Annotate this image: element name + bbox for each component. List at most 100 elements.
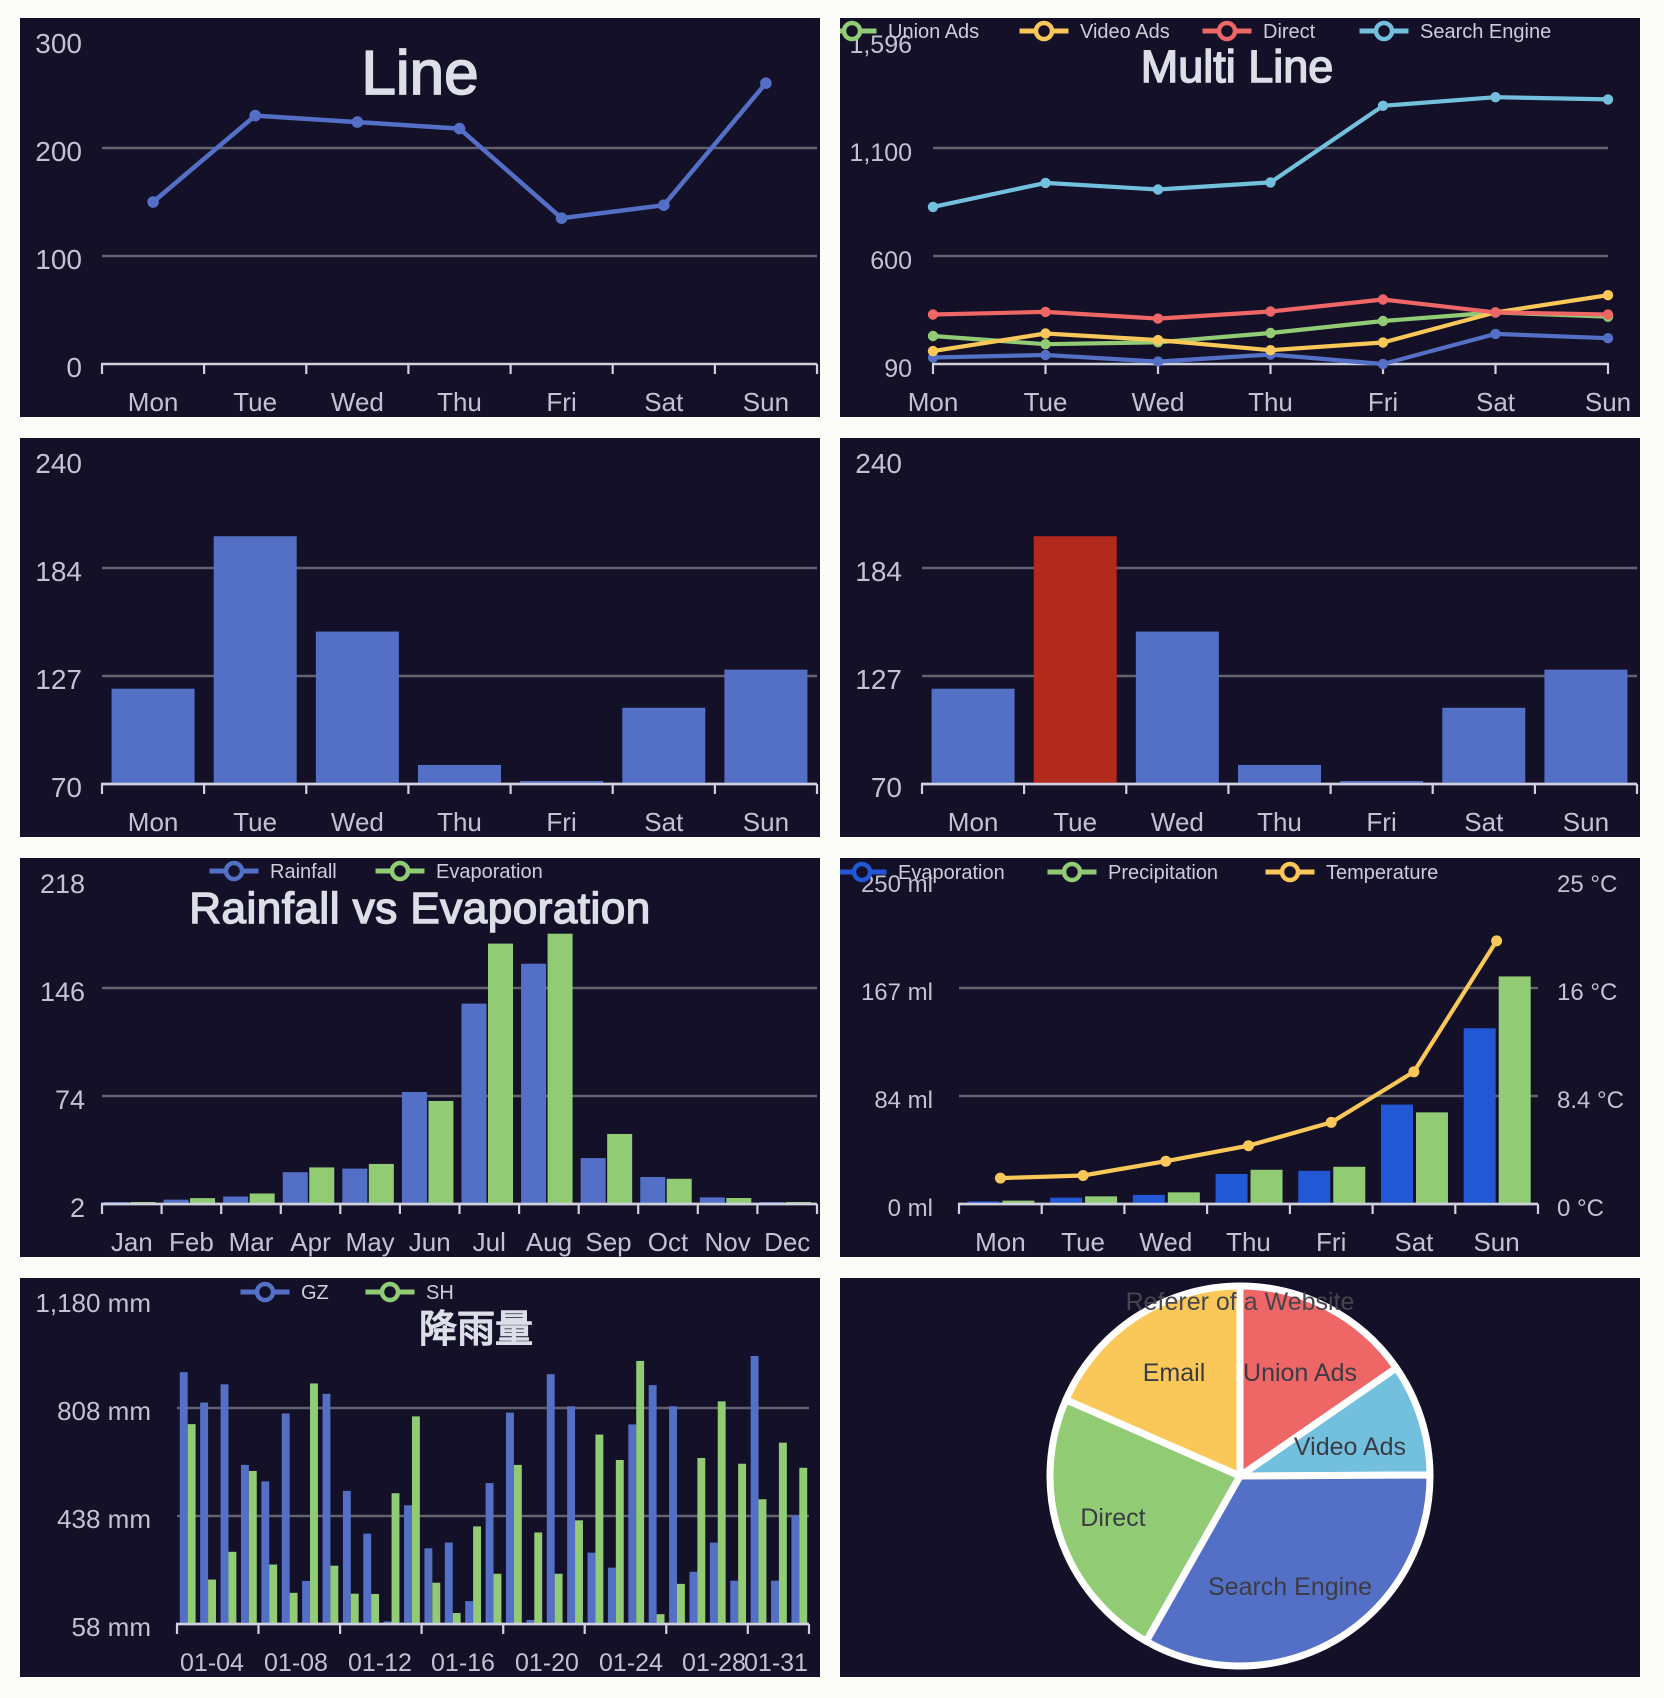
svg-text:70: 70	[871, 772, 902, 803]
svg-text:Mon: Mon	[975, 1227, 1026, 1257]
svg-text:Thu: Thu	[437, 807, 482, 837]
svg-text:Multi Line: Multi Line	[1141, 41, 1334, 92]
svg-text:25 °C: 25 °C	[1557, 871, 1617, 898]
svg-text:1,180 mm: 1,180 mm	[35, 1288, 151, 1318]
svg-text:Referer of a Website: Referer of a Website	[1126, 1288, 1355, 1316]
svg-text:Tue: Tue	[1024, 387, 1068, 417]
svg-text:Thu: Thu	[1226, 1227, 1271, 1257]
svg-text:2: 2	[70, 1193, 85, 1223]
svg-text:Jul: Jul	[473, 1227, 506, 1257]
svg-text:May: May	[346, 1227, 395, 1257]
svg-text:Thu: Thu	[1257, 807, 1302, 837]
svg-text:Sun: Sun	[1585, 387, 1631, 417]
svg-text:250 ml: 250 ml	[861, 871, 933, 898]
svg-text:58 mm: 58 mm	[72, 1612, 151, 1642]
svg-text:218: 218	[40, 869, 85, 899]
svg-text:167 ml: 167 ml	[861, 979, 933, 1006]
svg-text:Line: Line	[361, 39, 478, 108]
svg-text:Direct: Direct	[1263, 21, 1316, 43]
svg-text:Video Ads: Video Ads	[1294, 1433, 1406, 1461]
svg-text:Fri: Fri	[1368, 387, 1398, 417]
svg-text:Sun: Sun	[743, 387, 789, 417]
svg-text:100: 100	[35, 244, 82, 275]
svg-text:Fri: Fri	[546, 807, 576, 837]
svg-text:74: 74	[55, 1085, 85, 1115]
svg-text:降雨量: 降雨量	[419, 1309, 533, 1351]
svg-text:240: 240	[35, 448, 82, 479]
svg-text:01-24: 01-24	[599, 1649, 663, 1677]
svg-text:01-20: 01-20	[515, 1649, 579, 1677]
svg-text:Wed: Wed	[1139, 1227, 1192, 1257]
svg-text:184: 184	[855, 556, 902, 587]
svg-text:Tue: Tue	[233, 807, 277, 837]
svg-text:Sat: Sat	[1394, 1227, 1434, 1257]
svg-text:01-31: 01-31	[744, 1649, 808, 1677]
svg-text:Feb: Feb	[169, 1227, 214, 1257]
svg-text:Nov: Nov	[704, 1227, 750, 1257]
svg-text:Dec: Dec	[764, 1227, 810, 1257]
svg-text:438 mm: 438 mm	[57, 1504, 151, 1534]
svg-text:01-12: 01-12	[348, 1649, 412, 1677]
svg-text:1,100: 1,100	[849, 139, 912, 167]
svg-text:Evaporation: Evaporation	[898, 862, 1005, 884]
svg-text:Oct: Oct	[648, 1227, 689, 1257]
svg-text:146: 146	[40, 977, 85, 1007]
svg-text:Evaporation: Evaporation	[436, 861, 543, 883]
svg-text:Mar: Mar	[229, 1227, 274, 1257]
svg-text:01-28: 01-28	[682, 1649, 746, 1677]
svg-text:Sun: Sun	[1563, 807, 1609, 837]
svg-text:Aug: Aug	[526, 1227, 572, 1257]
svg-text:Wed: Wed	[1132, 387, 1185, 417]
svg-text:90: 90	[884, 355, 912, 383]
svg-text:0 °C: 0 °C	[1557, 1195, 1604, 1222]
svg-text:184: 184	[35, 556, 82, 587]
svg-text:Union Ads: Union Ads	[1243, 1359, 1357, 1387]
svg-text:200: 200	[35, 136, 82, 167]
svg-text:240: 240	[855, 448, 902, 479]
svg-text:600: 600	[870, 247, 912, 275]
svg-text:Jan: Jan	[111, 1227, 153, 1257]
svg-text:Thu: Thu	[437, 387, 482, 417]
svg-text:Email: Email	[1143, 1359, 1206, 1387]
svg-text:Mon: Mon	[128, 387, 179, 417]
svg-text:01-16: 01-16	[431, 1649, 495, 1677]
svg-text:127: 127	[35, 664, 82, 695]
svg-text:Thu: Thu	[1248, 387, 1293, 417]
svg-text:0 ml: 0 ml	[888, 1195, 933, 1222]
svg-text:SH: SH	[426, 1282, 454, 1304]
svg-text:Rainfall vs Evaporation: Rainfall vs Evaporation	[189, 884, 651, 933]
svg-text:GZ: GZ	[301, 1282, 329, 1304]
svg-text:Sat: Sat	[1464, 807, 1504, 837]
svg-text:Mon: Mon	[908, 387, 959, 417]
svg-text:Sat: Sat	[1476, 387, 1516, 417]
svg-text:Sun: Sun	[743, 807, 789, 837]
svg-text:Wed: Wed	[1151, 807, 1204, 837]
svg-text:Tue: Tue	[1053, 807, 1097, 837]
svg-text:Fri: Fri	[1366, 807, 1396, 837]
svg-text:Tue: Tue	[233, 387, 277, 417]
svg-text:Mon: Mon	[948, 807, 999, 837]
svg-text:16 °C: 16 °C	[1557, 979, 1617, 1006]
svg-text:Video Ads: Video Ads	[1080, 21, 1170, 43]
svg-text:Precipitation: Precipitation	[1108, 862, 1218, 884]
svg-text:Fri: Fri	[1316, 1227, 1346, 1257]
svg-text:Rainfall: Rainfall	[270, 861, 337, 883]
svg-text:Sun: Sun	[1473, 1227, 1519, 1257]
svg-text:84 ml: 84 ml	[874, 1087, 933, 1114]
svg-text:Wed: Wed	[331, 387, 384, 417]
svg-text:Apr: Apr	[290, 1227, 331, 1257]
svg-text:Fri: Fri	[546, 387, 576, 417]
svg-text:0: 0	[66, 352, 82, 383]
svg-text:01-04: 01-04	[180, 1649, 244, 1677]
svg-text:Sat: Sat	[644, 807, 684, 837]
svg-text:Tue: Tue	[1061, 1227, 1105, 1257]
svg-text:Direct: Direct	[1080, 1504, 1145, 1532]
svg-text:Union Ads: Union Ads	[888, 21, 979, 43]
svg-text:Temperature: Temperature	[1326, 862, 1438, 884]
svg-text:Search Engine: Search Engine	[1208, 1573, 1372, 1601]
svg-text:01-08: 01-08	[264, 1649, 328, 1677]
svg-text:Sat: Sat	[644, 387, 684, 417]
svg-text:70: 70	[51, 772, 82, 803]
svg-text:Jun: Jun	[409, 1227, 451, 1257]
svg-text:127: 127	[855, 664, 902, 695]
